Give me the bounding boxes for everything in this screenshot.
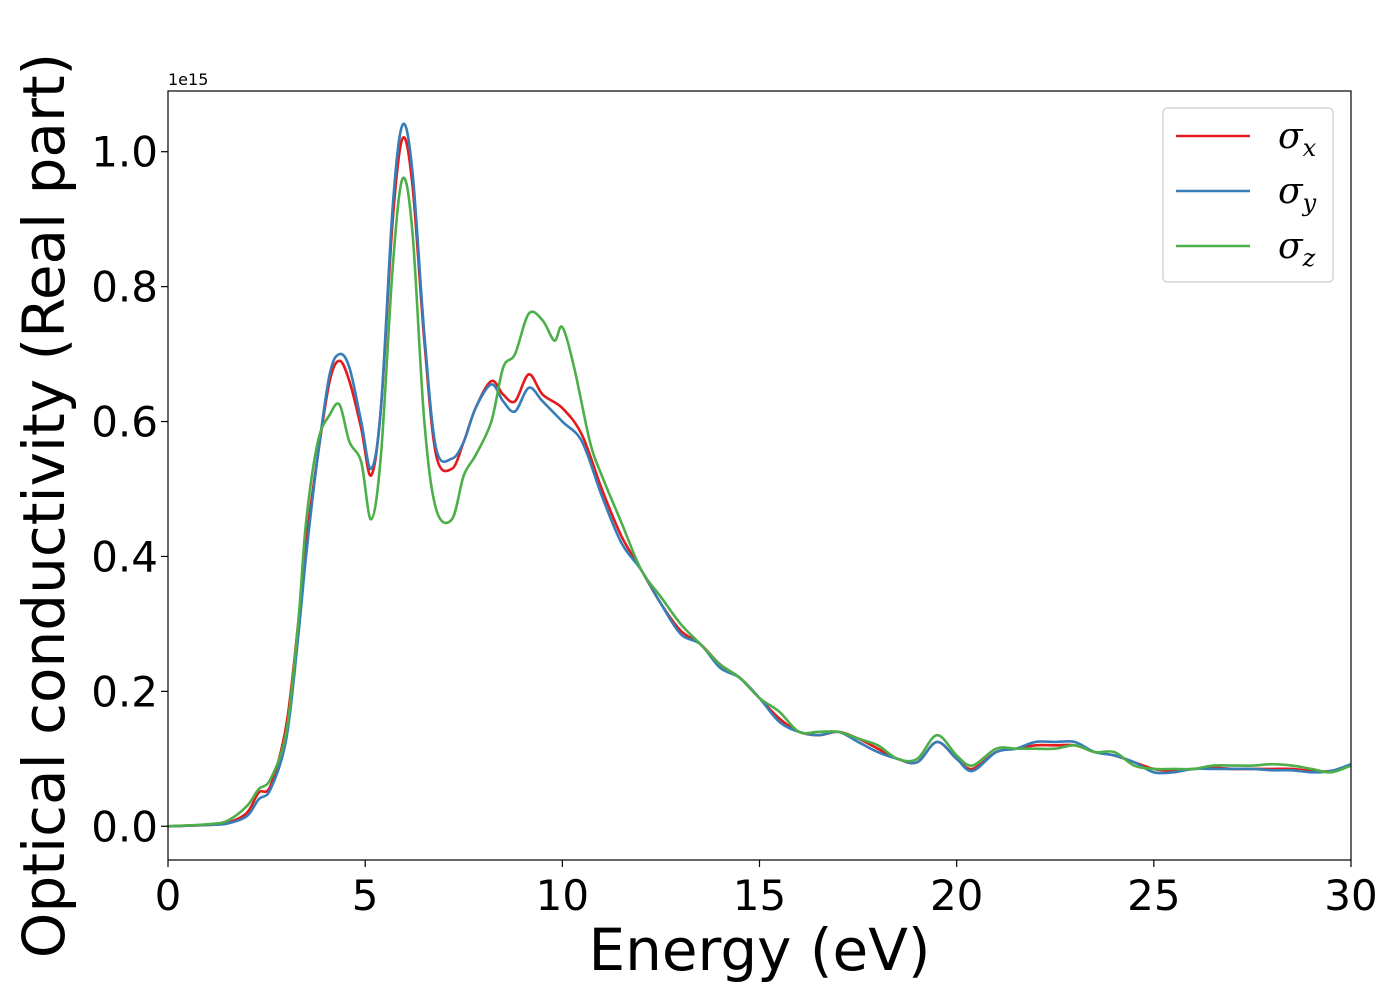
y-tick-label: 0.2 — [91, 667, 158, 716]
x-tick-label: 10 — [536, 871, 589, 920]
series-layer — [168, 122, 1351, 828]
axes-layer: 0 5 10 15 20 25 30 0.0 0.2 0.4 0.6 0.8 1.0 — [91, 90, 1378, 920]
y-axis-title: Optical conductivity (Real part) — [10, 53, 78, 958]
x-tick-label: 15 — [733, 871, 786, 920]
x-tick-label: 25 — [1127, 871, 1180, 920]
series-line-sigma-z — [168, 176, 1351, 828]
plot-area — [168, 91, 1351, 860]
legend-box — [1162, 107, 1334, 283]
x-tick-label: 30 — [1324, 871, 1377, 920]
y-offset-label: 1e15 — [168, 70, 208, 89]
x-tick-label: 5 — [352, 871, 379, 920]
x-tick-label: 0 — [155, 871, 182, 920]
x-axis-title: Energy (eV) — [588, 916, 930, 984]
y-tick-label: 0.4 — [91, 532, 158, 581]
plot-background — [168, 91, 1351, 860]
y-tick-label: 1.0 — [91, 128, 158, 177]
x-tick-label: 20 — [930, 871, 983, 920]
y-tick-label: 0.0 — [91, 802, 158, 851]
y-tick-label: 0.6 — [91, 398, 158, 447]
y-tick-label: 0.8 — [91, 263, 158, 312]
